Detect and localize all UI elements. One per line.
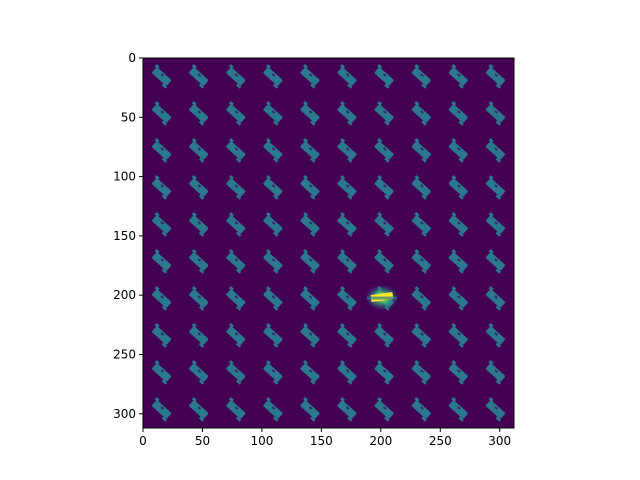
hotspot-bar	[367, 297, 397, 300]
y-axis: 0 50 100 150 200 250 300	[113, 51, 143, 421]
x-tick-label: 200	[369, 434, 392, 448]
x-tick-label: 300	[488, 434, 511, 448]
x-axis: 0 50 100 150 200 250 300	[139, 428, 511, 448]
hotspot-layer	[365, 285, 399, 311]
y-tick-label: 200	[113, 288, 136, 302]
x-tick-label: 250	[429, 434, 452, 448]
y-tick-label: 0	[128, 51, 136, 65]
y-tick-label: 300	[113, 407, 136, 421]
plot-area	[143, 58, 514, 428]
x-tick-label: 0	[139, 434, 147, 448]
y-tick-label: 100	[113, 170, 136, 184]
x-tick-label: 50	[195, 434, 210, 448]
x-tick-label: 100	[250, 434, 273, 448]
y-tick-label: 250	[113, 347, 136, 361]
y-tick-label: 50	[121, 110, 136, 124]
x-tick-label: 150	[310, 434, 333, 448]
y-tick-label: 150	[113, 229, 136, 243]
